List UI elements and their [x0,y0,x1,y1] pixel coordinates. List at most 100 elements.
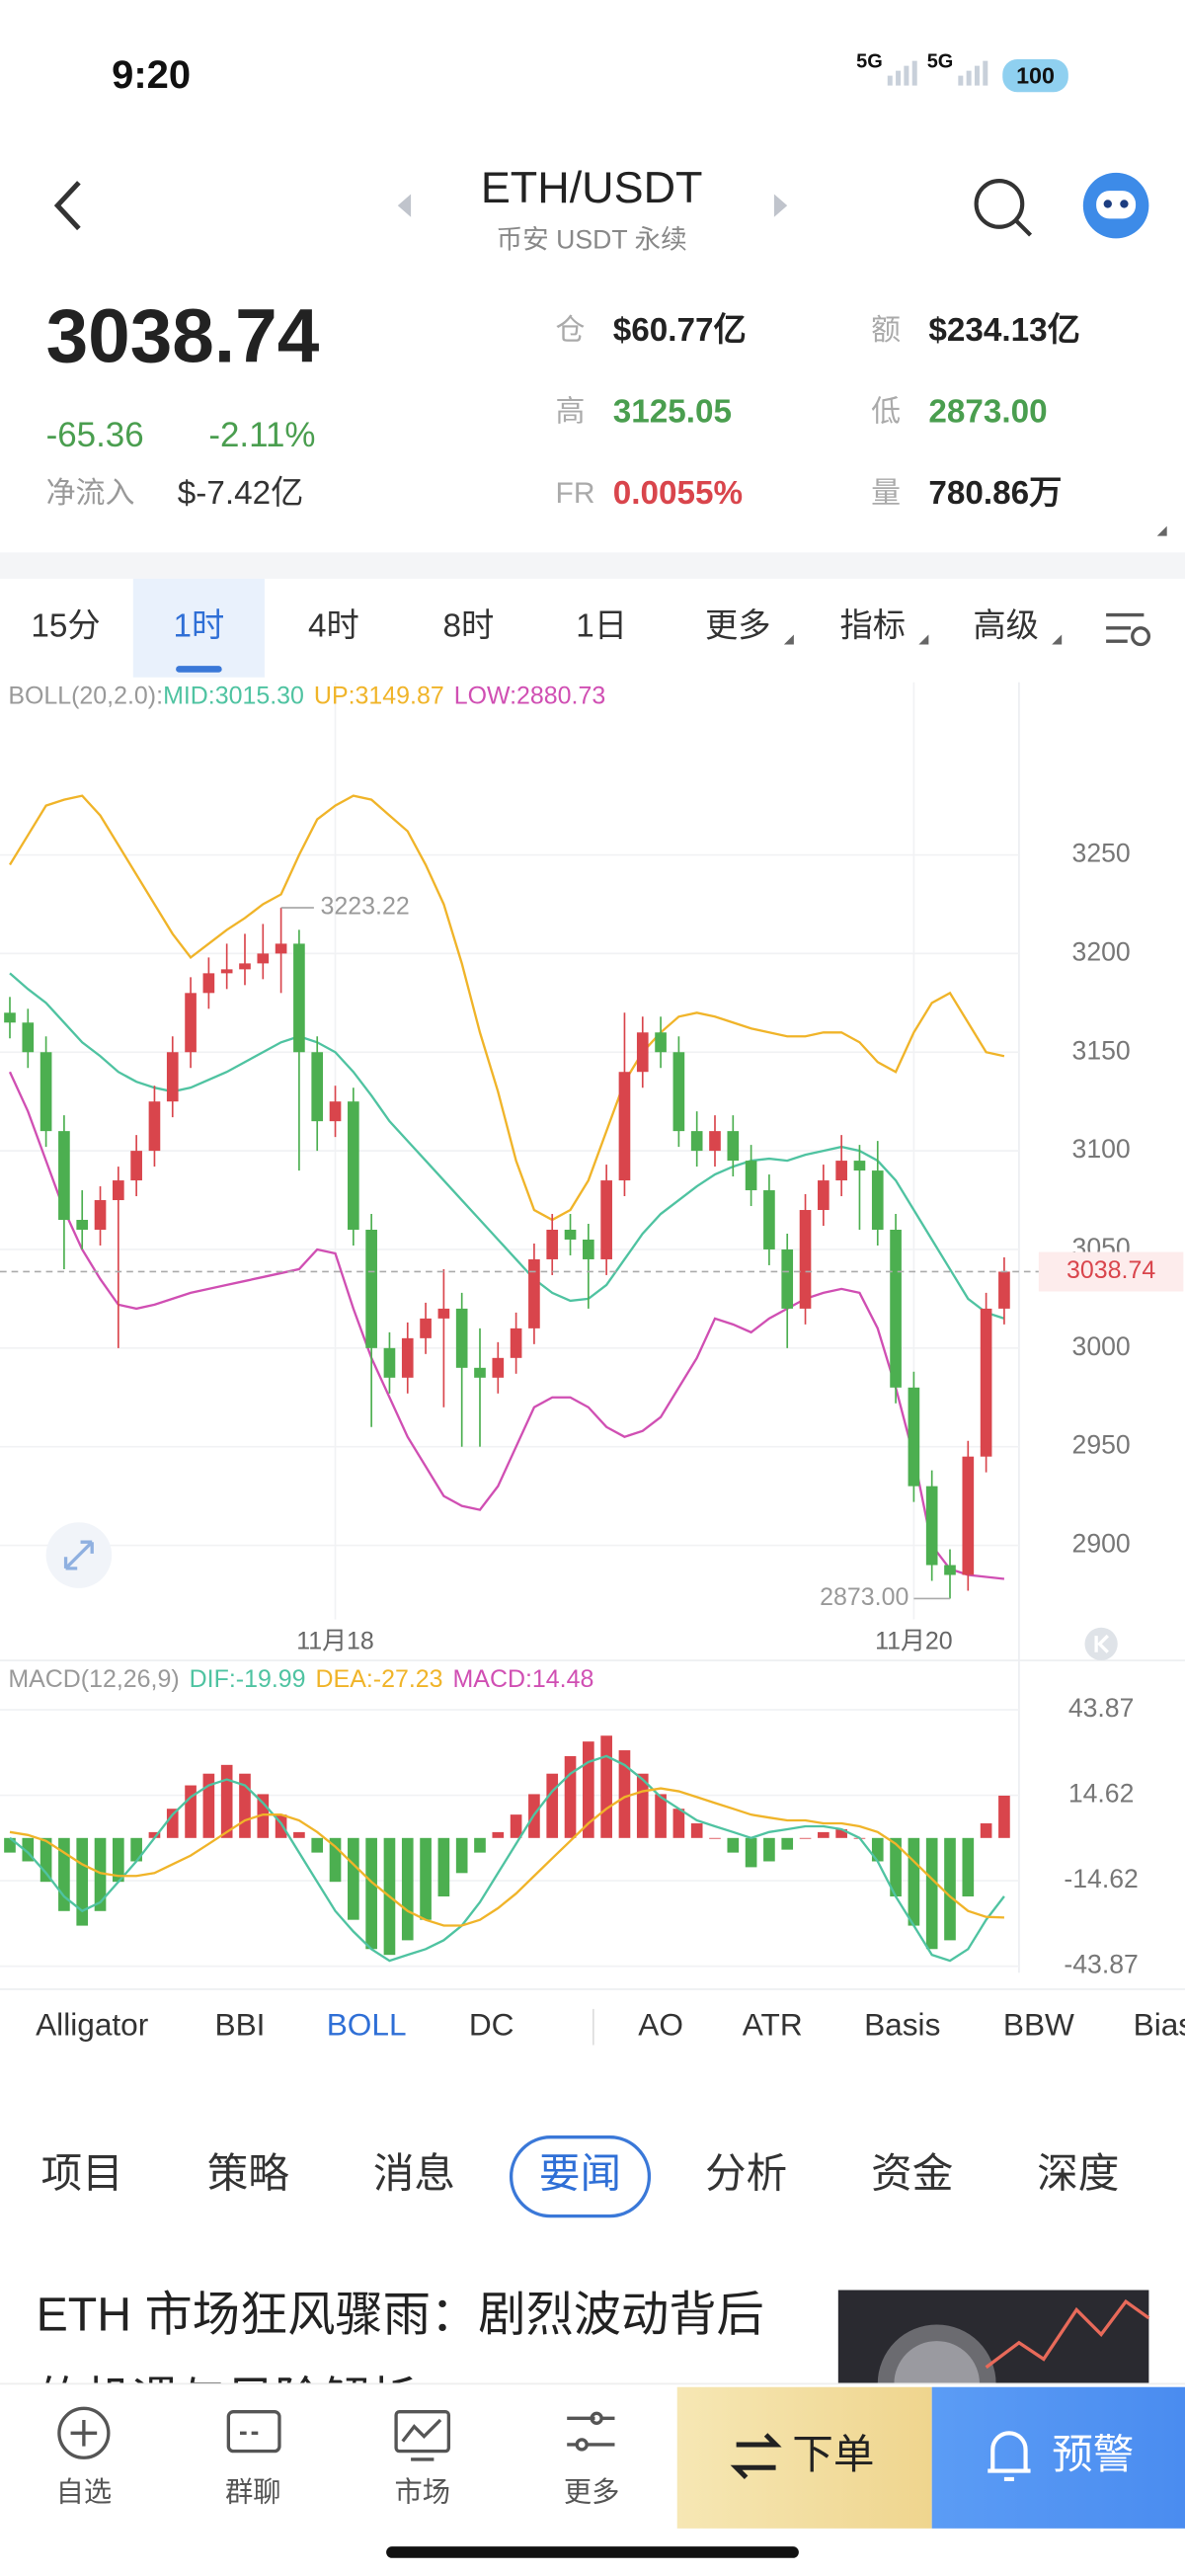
candle-body [655,1032,667,1053]
macd-bar [348,1837,359,1920]
next-symbol[interactable] [773,194,788,217]
macd-bar [58,1837,70,1911]
candle-body [202,973,215,994]
home-indicator [386,2546,799,2558]
y-tick-label: 3250 [1072,839,1131,868]
indicator-tab[interactable]: Alligator [36,2007,148,2043]
reset-button[interactable] [1084,1627,1118,1661]
interval-tab[interactable]: 1时 [173,608,224,645]
inflow-value: $-7.42亿 [178,475,304,512]
news-title[interactable]: ETH 市场狂风骤雨：剧烈波动背后 [37,2289,764,2342]
candle-body [492,1357,505,1378]
macd-bar [420,1837,432,1920]
candle-body [998,1271,1010,1309]
symbol-subtitle: 币安 USDT 永续 [497,225,687,255]
annotation-label: 3223.22 [321,893,410,921]
candle-body [600,1180,612,1259]
y-tick-label: 2950 [1072,1430,1131,1460]
candle-body [925,1486,938,1566]
symbol: ETH/USDT [481,162,703,212]
nav-label[interactable]: 市场 [394,2475,450,2507]
x-tick-label: 11月18 [296,1627,374,1654]
news-tab[interactable]: 项目 [41,2150,123,2197]
candle-body [365,1229,377,1348]
interval-tab[interactable]: 8时 [442,608,494,645]
candle-body [763,1190,775,1249]
macd-bar [655,1794,667,1838]
indicator-tab[interactable]: Basis [864,2007,940,2043]
macd-bar [365,1837,377,1950]
battery [1002,58,1068,93]
interval-tab[interactable]: 更多 [705,608,771,645]
news-tab[interactable]: 要闻 [539,2150,621,2197]
news-tab[interactable]: 资金 [871,2150,953,2197]
macd-bar [962,1837,975,1896]
macd-bar [492,1831,505,1838]
legend-entry: MACD:14.48 [453,1665,594,1693]
prev-symbol[interactable] [397,194,412,217]
active-tab-bg [132,578,265,678]
interval-tab[interactable]: 高级 [973,608,1039,645]
candle-body [583,1239,594,1259]
stat-value: $234.13亿 [928,312,1080,349]
dropdown-mark [1052,634,1063,645]
news-tab[interactable]: 分析 [705,2150,787,2197]
dropdown-mark [918,634,929,645]
interval-tab[interactable]: 4时 [308,608,359,645]
interval-tab[interactable]: 1日 [576,608,627,645]
macd-bar [925,1837,938,1950]
interval-tab[interactable]: 指标 [840,608,907,645]
candle-body [383,1347,396,1378]
signal [887,60,917,86]
nav-label[interactable]: 更多 [564,2475,620,2507]
news-tab[interactable]: 深度 [1037,2150,1119,2197]
news-tab[interactable]: 策略 [207,2150,289,2197]
stat-label: FR [556,477,595,510]
candle-body [546,1229,559,1259]
candle-body [166,1052,179,1102]
expand-chart[interactable] [45,1522,113,1588]
indicator-tab[interactable]: BBI [215,2007,266,2043]
chart-legend: BOLL(20,2.0):MID:3015.30 UP:3149.87 LOW:28… [8,682,605,709]
macd-bar [166,1809,179,1838]
indicator-tab[interactable]: BBW [1003,2007,1074,2043]
indicator-tab[interactable]: AO [638,2007,683,2043]
active-tab-underline [176,666,222,673]
candle-body [239,963,251,970]
macd-bar [709,1837,721,1839]
back-button[interactable] [53,181,81,231]
nav-label[interactable]: 群聊 [225,2475,281,2507]
candle-body [455,1308,468,1368]
y-tick-label: -14.62 [1064,1864,1138,1893]
interval-tabs: 15分 1时 4时 8时 1日 更多 指标 高级 [31,578,1063,678]
nav-label[interactable]: 自选 [56,2475,113,2507]
macd-bar [239,1773,251,1838]
chart-settings[interactable] [1106,612,1151,647]
assistant-avatar[interactable] [1082,172,1149,239]
indicator-tab[interactable]: BOLL [327,2007,407,2043]
search-button[interactable] [974,179,1033,237]
candle-body [980,1308,992,1457]
indicator-tabs: Alligator BBI BOLL DC AO ATR Basis BBW Bias [36,2007,1185,2043]
candle-body [871,1170,884,1230]
order-button[interactable] [676,2386,932,2529]
news-tab[interactable]: 消息 [373,2150,455,2197]
order-label[interactable]: 下单 [792,2431,874,2477]
macd-bar [745,1837,757,1868]
indicator-tab[interactable]: ATR [743,2007,803,2043]
macd-bar [76,1837,89,1926]
macd-bar [311,1837,324,1853]
expand-corner [1156,525,1167,536]
alert-label[interactable]: 预警 [1052,2431,1134,2477]
interval-tab[interactable]: 15分 [31,608,100,645]
price-change: -65.36 [46,416,144,454]
legend-title: BOLL(20,2.0): [8,682,163,709]
macd-line [9,1754,1005,1963]
candle-body [944,1565,956,1575]
alert-button[interactable] [931,2386,1185,2529]
indicator-tab[interactable]: DC [469,2007,514,2043]
macd-bar [763,1837,775,1862]
news-tabs: 项目 策略 消息 要闻 分析 资金 深度 [41,2135,1119,2218]
indicator-tab[interactable]: Bias [1134,2007,1185,2043]
macd-bar [130,1837,142,1862]
